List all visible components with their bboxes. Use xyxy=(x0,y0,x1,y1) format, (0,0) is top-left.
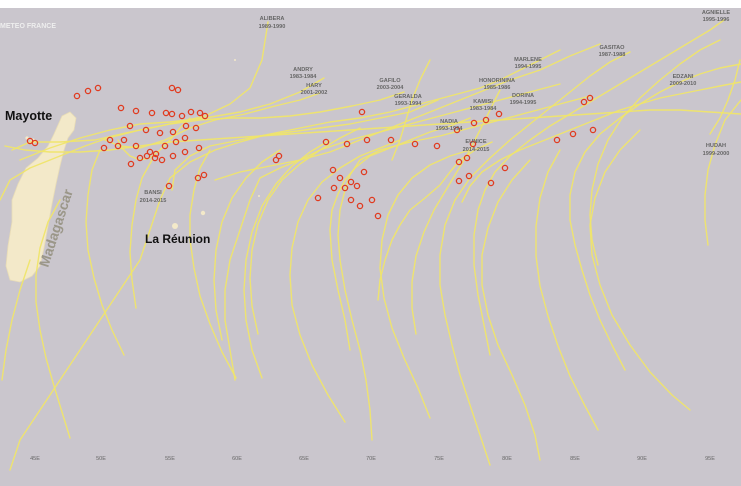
track-nadia xyxy=(329,117,471,351)
storm-name: HONORININA xyxy=(479,78,515,84)
storm-name: HUDAH xyxy=(706,143,726,149)
storm-name: NADIA xyxy=(440,119,458,125)
track-dorina xyxy=(337,95,591,441)
track-e11 xyxy=(129,159,153,309)
storm-name: MARLENE xyxy=(514,57,542,63)
track-andry xyxy=(19,77,325,161)
place-label-reunion: La Réunion xyxy=(145,232,210,246)
storm-years: 1994-1995 xyxy=(510,100,537,106)
track-e8 xyxy=(243,139,331,379)
longitude-tick: 55E xyxy=(165,456,175,462)
longitude-tick: 50E xyxy=(96,456,106,462)
marker xyxy=(26,84,597,220)
track-e7 xyxy=(289,139,401,423)
track-e4 xyxy=(589,129,691,411)
storm-years: 1993-1994 xyxy=(395,101,423,107)
storm-name: GASITAO xyxy=(599,45,625,51)
storm-years: 1985-1986 xyxy=(484,85,511,91)
longitude-tick: 95E xyxy=(705,456,715,462)
madagascar-island xyxy=(5,111,77,283)
track-edzani xyxy=(461,81,741,203)
storm-name: HARY xyxy=(306,83,322,89)
storm-years: 1987-1988 xyxy=(599,52,626,58)
track-e15 xyxy=(535,149,599,431)
small-island xyxy=(234,59,236,61)
track-gafilo xyxy=(0,91,405,201)
storm-years: 2014-2015 xyxy=(140,198,167,204)
ocean xyxy=(0,8,741,486)
track-agnielle xyxy=(473,19,725,356)
storm-name: KAMISI xyxy=(473,99,493,105)
longitude-tick: 85E xyxy=(570,456,580,462)
track-geralda xyxy=(9,99,439,471)
longitude-axis: 45E 50E 55E 60E 65E 70E 75E 80E 85E 90E … xyxy=(30,456,715,462)
storm-name: DORINA xyxy=(512,93,534,99)
storm-years: 1995-1996 xyxy=(703,17,730,23)
track-bansi xyxy=(117,117,191,161)
longitude-tick: 75E xyxy=(434,456,444,462)
storm-name: ANDRY xyxy=(293,67,313,73)
storm-years: 2001-2002 xyxy=(301,90,328,96)
storm-name: GAFILO xyxy=(379,78,401,84)
track-e16 xyxy=(709,59,741,135)
track-gasitao xyxy=(439,51,631,466)
storm-name: EUNICE xyxy=(465,139,486,145)
track-e17 xyxy=(249,127,361,335)
track-e3 xyxy=(704,99,741,246)
track-marlene xyxy=(171,49,561,191)
storm-years: 2003-2004 xyxy=(377,85,405,91)
longitude-tick: 60E xyxy=(232,456,242,462)
rodrigues-island xyxy=(258,195,260,197)
longitude-tick: 70E xyxy=(366,456,376,462)
storm-years: 1994-1995 xyxy=(515,64,542,70)
longitude-tick: 65E xyxy=(299,456,309,462)
storm-name: BANSI xyxy=(144,190,162,196)
mauritius-island xyxy=(200,210,206,216)
storm-years: 1993-1994 xyxy=(436,126,464,132)
track-e14 xyxy=(1,259,31,381)
track-e13 xyxy=(35,199,71,439)
track-e18 xyxy=(391,59,431,161)
storm-name: EDZANI xyxy=(673,74,694,80)
track-e6 xyxy=(379,149,471,419)
storm-years: 2014-2015 xyxy=(463,147,490,153)
storm-name: AGNIELLE xyxy=(702,10,731,16)
place-label-mayotte: Mayotte xyxy=(5,109,52,123)
storm-name: ALIBERA xyxy=(260,16,285,22)
track-eunice xyxy=(377,141,493,301)
cyclone-markers xyxy=(26,84,597,220)
reunion-island xyxy=(172,223,178,229)
longitude-tick: 45E xyxy=(30,456,40,462)
track-e2 xyxy=(589,39,721,266)
longitude-tick: 90E xyxy=(637,456,647,462)
track-e19 xyxy=(411,89,501,335)
storm-years: 1989-1990 xyxy=(259,24,286,30)
storm-years: 1983-1984 xyxy=(470,106,498,112)
storm-years: 1999-2000 xyxy=(703,151,730,157)
track-e5 xyxy=(481,159,541,461)
storm-years: 1983-1984 xyxy=(290,74,318,80)
track-e12 xyxy=(85,149,125,356)
longitude-tick: 80E xyxy=(502,456,512,462)
track-hudah xyxy=(4,109,741,153)
track-e1 xyxy=(569,63,741,371)
cyclone-tracks xyxy=(0,19,741,471)
credit-text: METEO FRANCE xyxy=(0,23,56,30)
track-e10 xyxy=(189,149,237,379)
storm-name: GERALDA xyxy=(394,94,422,100)
storm-years: 2009-2010 xyxy=(670,81,697,87)
storm-labels: ALIBERA 1989-1990 ANDRY 1983-1984 HARY 2… xyxy=(140,10,731,204)
track-e9 xyxy=(213,149,281,341)
